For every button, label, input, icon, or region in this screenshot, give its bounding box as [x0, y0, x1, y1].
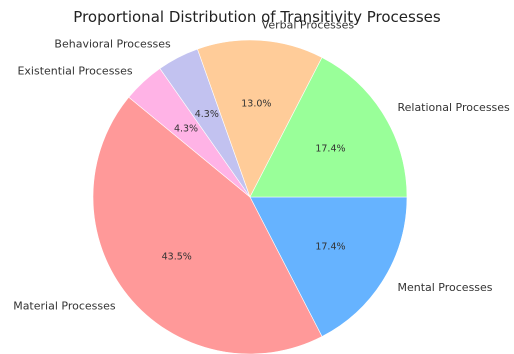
slice-category-label: Verbal Processes — [262, 19, 355, 32]
slice-category-label: Behavioral Processes — [54, 38, 171, 51]
percent-labels-group: 17.4% 43.5% 4.3% 4.3% 13.0% 17.4% — [162, 99, 346, 263]
slices-group — [92, 39, 408, 354]
slice-percent-label: 13.0% — [241, 99, 271, 110]
pie-slice-relational-processes — [249, 57, 408, 198]
slice-category-label: Existential Processes — [17, 64, 132, 77]
chart-title: Proportional Distribution of Transitivit… — [73, 8, 441, 26]
slice-percent-label: 4.3% — [174, 123, 198, 134]
slice-labels-group: Mental Processes Material Processes Existe… — [13, 19, 510, 313]
slice-category-label: Mental Processes — [397, 281, 492, 294]
slice-percent-label: 17.4% — [315, 143, 345, 154]
slice-category-label: Material Processes — [13, 299, 116, 312]
pie-slice-verbal-processes — [197, 39, 323, 198]
slice-percent-label: 43.5% — [162, 252, 192, 263]
slice-category-label: Relational Processes — [397, 101, 510, 114]
slice-percent-label: 17.4% — [315, 242, 345, 253]
pie-slice-material-processes — [92, 96, 323, 354]
slice-percent-label: 4.3% — [195, 109, 219, 120]
pie-slice-mental-processes — [249, 196, 408, 337]
